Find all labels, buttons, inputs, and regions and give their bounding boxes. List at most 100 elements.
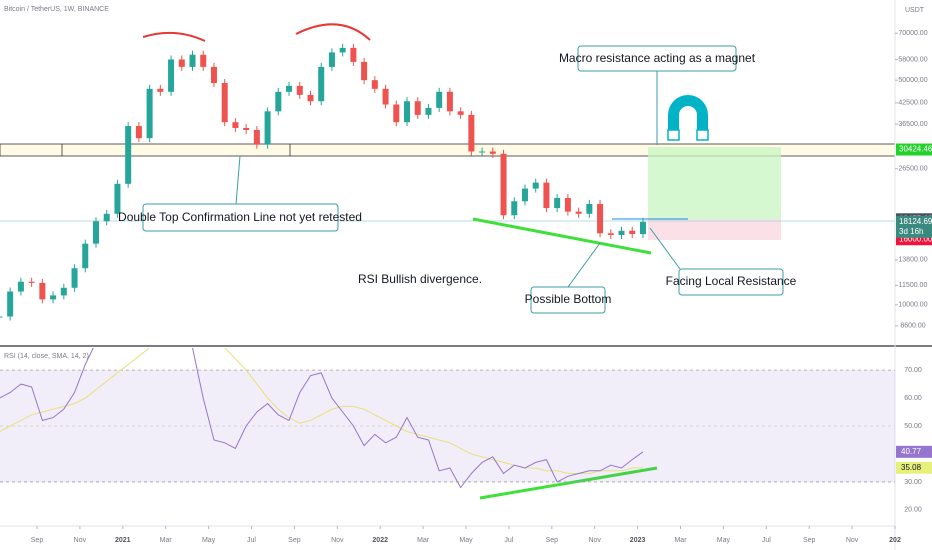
candle-body xyxy=(382,88,389,105)
y-tick-label: 70.00 xyxy=(904,367,922,374)
candle-body xyxy=(60,287,67,296)
candle-body xyxy=(511,201,518,216)
rsi-tag-label: 35.08 xyxy=(901,463,922,472)
x-tick-label: Jul xyxy=(247,537,256,544)
candle-body xyxy=(446,91,453,112)
candle-body xyxy=(328,52,335,67)
x-tick-label: Nov xyxy=(331,537,344,544)
candle-body xyxy=(253,129,260,145)
x-tick-label: Sep xyxy=(546,537,559,544)
candle-body xyxy=(414,101,421,115)
candle-body xyxy=(479,151,486,153)
y-tick-label: 60.00 xyxy=(904,395,922,402)
candle-body xyxy=(17,281,24,292)
rsi-tag xyxy=(896,445,932,458)
candle-body xyxy=(607,233,614,235)
candle-body xyxy=(114,183,121,214)
y-tick-label: 13800.00 xyxy=(898,257,927,264)
rsi-tag xyxy=(896,461,932,474)
candle-body xyxy=(339,47,346,53)
candle-body xyxy=(575,211,582,214)
candle-body xyxy=(543,182,550,209)
x-tick-label: Nov xyxy=(588,537,601,544)
candle-body xyxy=(264,111,271,145)
candles xyxy=(0,43,646,321)
candle-body xyxy=(200,54,207,67)
top-arc xyxy=(295,23,371,41)
candle-body xyxy=(178,59,185,67)
annotation: Double Top Confirmation Line not yet ret… xyxy=(118,210,362,224)
currency-label: USDT xyxy=(905,7,925,14)
rsi-divergence-line xyxy=(479,466,658,500)
candle-body xyxy=(243,127,250,130)
candle-body xyxy=(221,82,228,123)
candle-body xyxy=(39,282,46,300)
annotation-box xyxy=(577,45,737,72)
x-tick-label: 2022 xyxy=(372,537,388,544)
candle-body xyxy=(521,188,528,202)
rsi-lines xyxy=(0,348,644,489)
y-tick-label: 50.00 xyxy=(904,423,922,430)
y-tick-label: 58000.00 xyxy=(898,56,927,63)
candle-body xyxy=(71,268,78,288)
y-tick-label: 30.00 xyxy=(904,479,922,486)
y-tick-label: 26500.00 xyxy=(898,166,927,173)
y-tick-label: 20.00 xyxy=(904,507,922,514)
y-tick-label: 50000.00 xyxy=(898,77,927,84)
rsi-line xyxy=(0,348,644,489)
rsi-sma-line xyxy=(0,348,644,474)
candle-body xyxy=(371,80,378,89)
y-tick-label: 42500.00 xyxy=(898,100,927,107)
annotation: Macro resistance acting as a magnet xyxy=(559,51,756,65)
y-tick-label: 10000.00 xyxy=(898,302,927,309)
x-tick-label: Jul xyxy=(762,537,771,544)
candle-body xyxy=(468,114,475,152)
candle-body xyxy=(157,88,164,92)
candle-body xyxy=(210,66,217,83)
top-arc xyxy=(142,31,206,42)
candle-body xyxy=(350,47,357,62)
annotation-box xyxy=(678,268,784,296)
candle-body xyxy=(103,213,110,222)
y-tick-label: 70000.00 xyxy=(898,30,927,37)
symbol-header: Bitcoin / TetherUS, 1W, BINANCE xyxy=(4,6,109,13)
annotation-box xyxy=(530,286,606,314)
x-tick-label: May xyxy=(459,537,473,544)
price-tag-label: 16000.00 xyxy=(899,234,932,243)
callout-line xyxy=(649,227,681,270)
x-tick-label: 2023 xyxy=(630,537,646,544)
callout-line xyxy=(567,242,601,288)
x-tick-label: May xyxy=(717,537,731,544)
candle-body xyxy=(168,59,175,92)
candle-body xyxy=(135,126,142,139)
candle-body xyxy=(232,122,239,128)
candle-body xyxy=(307,94,314,102)
x-tick-label: Mar xyxy=(674,537,687,544)
x-tick-label: Sep xyxy=(31,537,44,544)
countdown-label: 3d 16h xyxy=(899,227,923,236)
y-tick-label: 36500.00 xyxy=(898,121,927,128)
x-tick-label: Mar xyxy=(417,537,430,544)
annotation: RSI Bullish divergence. xyxy=(358,272,482,286)
price-tag-label: 30424.46 xyxy=(899,145,932,154)
stop-zone xyxy=(648,219,781,240)
candle-body xyxy=(92,221,99,244)
magnet-icon xyxy=(667,95,709,141)
candle-body xyxy=(489,151,496,154)
candle-body xyxy=(50,295,57,300)
x-tick-label: Sep xyxy=(288,537,301,544)
annotation: Facing Local Resistance xyxy=(666,274,797,288)
candle-body xyxy=(7,291,14,317)
candle-body xyxy=(425,107,432,115)
candle-body xyxy=(564,197,571,212)
x-tick-label: Nov xyxy=(74,537,87,544)
last-price-tag xyxy=(896,215,932,238)
x-tick-label: Sep xyxy=(803,537,816,544)
candle-body xyxy=(286,85,293,92)
candle-body xyxy=(125,126,132,184)
x-tick-label: May xyxy=(202,537,216,544)
price-tag xyxy=(896,143,932,156)
x-tick-label: 2021 xyxy=(115,537,131,544)
